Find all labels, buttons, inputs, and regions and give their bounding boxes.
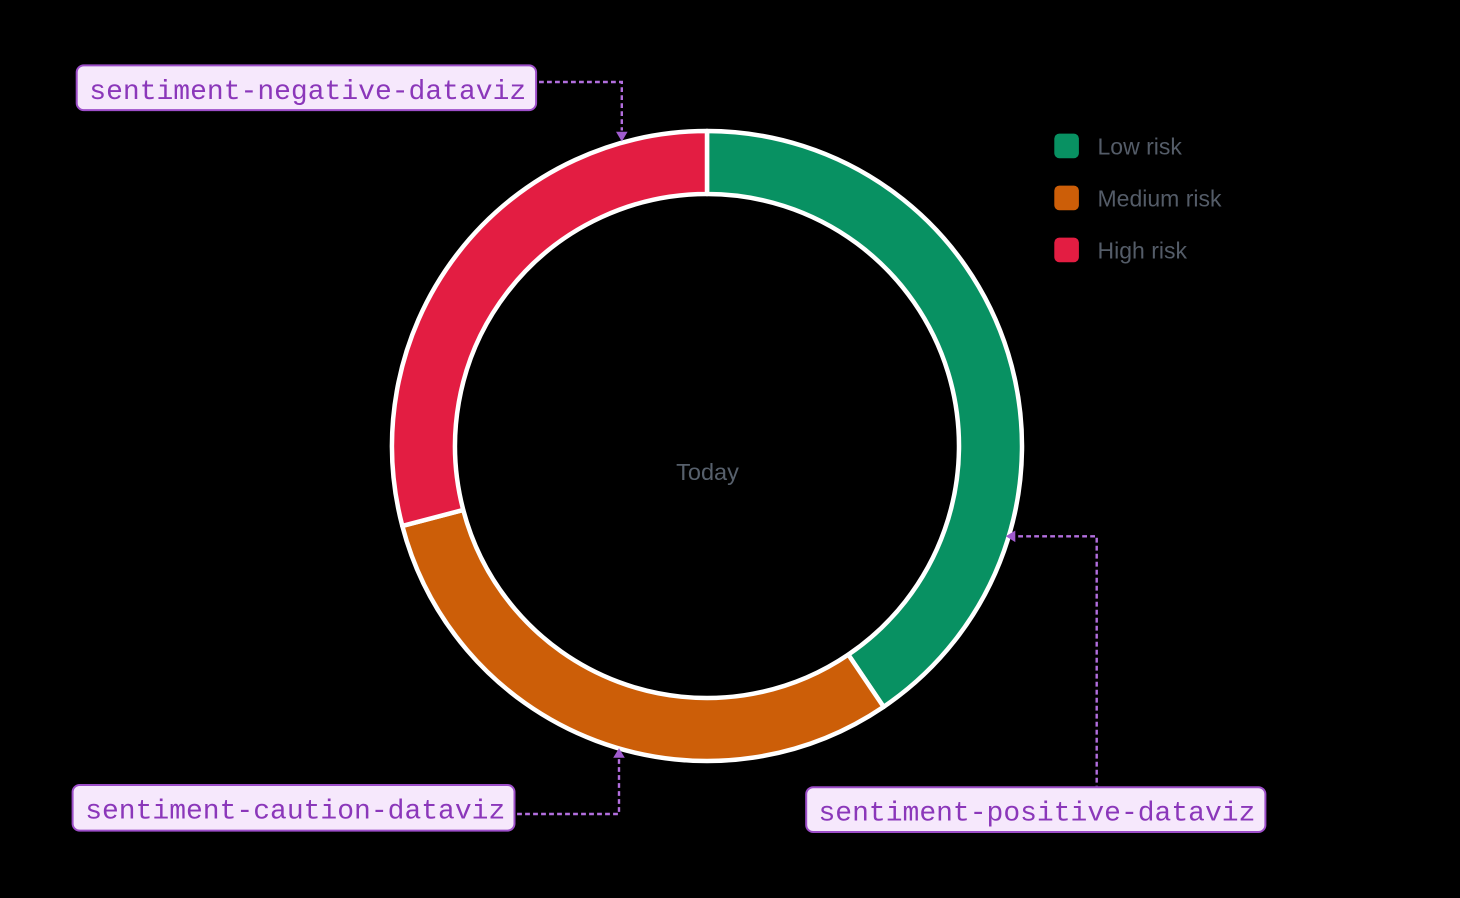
svg-text:sentiment-negative-dataviz: sentiment-negative-dataviz (89, 77, 526, 108)
svg-text:Low risk: Low risk (1098, 134, 1183, 160)
svg-text:sentiment-caution-dataviz: sentiment-caution-dataviz (85, 796, 505, 827)
svg-text:High risk: High risk (1098, 238, 1188, 264)
svg-text:Medium risk: Medium risk (1098, 186, 1222, 212)
svg-text:Today: Today (676, 459, 739, 485)
svg-text:sentiment-positive-dataviz: sentiment-positive-dataviz (819, 799, 1256, 830)
